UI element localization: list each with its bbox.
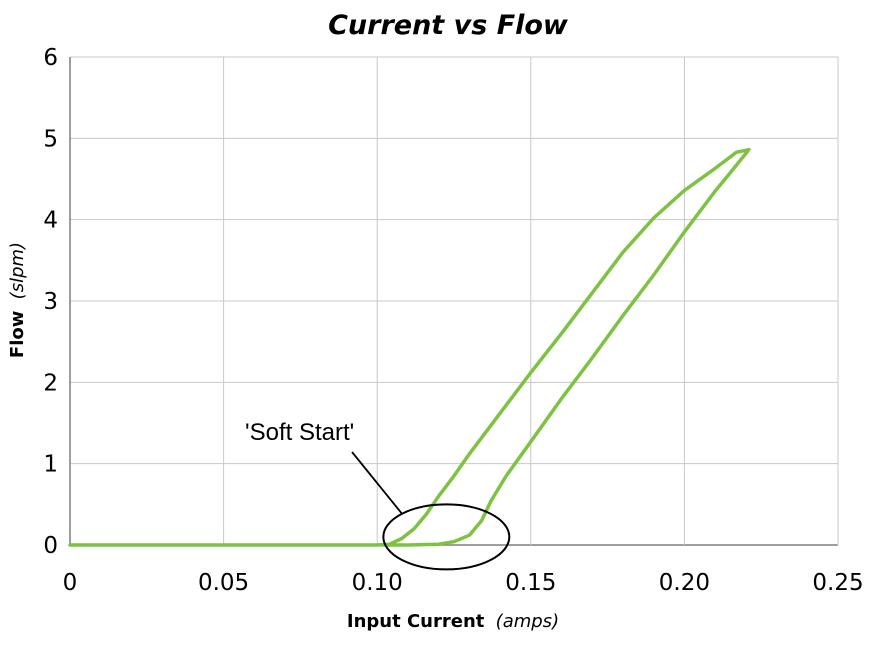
y-tick-label: 3 bbox=[43, 289, 58, 315]
x-tick-label: 0.25 bbox=[812, 570, 863, 596]
y-axis-unit: (slpm) bbox=[7, 242, 28, 299]
soft-start-ellipse bbox=[382, 503, 511, 571]
x-tick-label: 0 bbox=[63, 570, 78, 596]
y-tick-label: 0 bbox=[43, 533, 58, 559]
x-tick-label: 0.05 bbox=[198, 570, 249, 596]
x-axis-label: Input Current bbox=[347, 611, 485, 632]
x-axis-title: Input Current (amps) bbox=[347, 611, 559, 632]
y-axis-title: Flow (slpm) bbox=[7, 242, 28, 358]
x-tick-label: 0.15 bbox=[505, 570, 556, 596]
y-axis-label: Flow bbox=[7, 311, 28, 358]
y-tick-label: 5 bbox=[43, 126, 58, 152]
soft-start-pointer-line bbox=[351, 451, 403, 515]
y-tick-label: 6 bbox=[43, 45, 58, 71]
x-tick-label: 0.20 bbox=[659, 570, 710, 596]
flow-series-line bbox=[68, 147, 751, 547]
grid bbox=[69, 56, 839, 546]
tick-labels: 0 1 2 3 4 5 6 0 0.05 0.10 0.15 0.20 0.25 bbox=[43, 45, 863, 596]
x-tick-label: 0.10 bbox=[352, 570, 403, 596]
chart-title: Current vs Flow bbox=[328, 10, 569, 41]
y-tick-label: 2 bbox=[43, 370, 58, 396]
y-tick-label: 1 bbox=[43, 452, 58, 478]
x-axis-unit: (amps) bbox=[496, 611, 559, 632]
soft-start-label: 'Soft Start' bbox=[245, 419, 354, 446]
y-tick-label: 4 bbox=[43, 208, 58, 234]
